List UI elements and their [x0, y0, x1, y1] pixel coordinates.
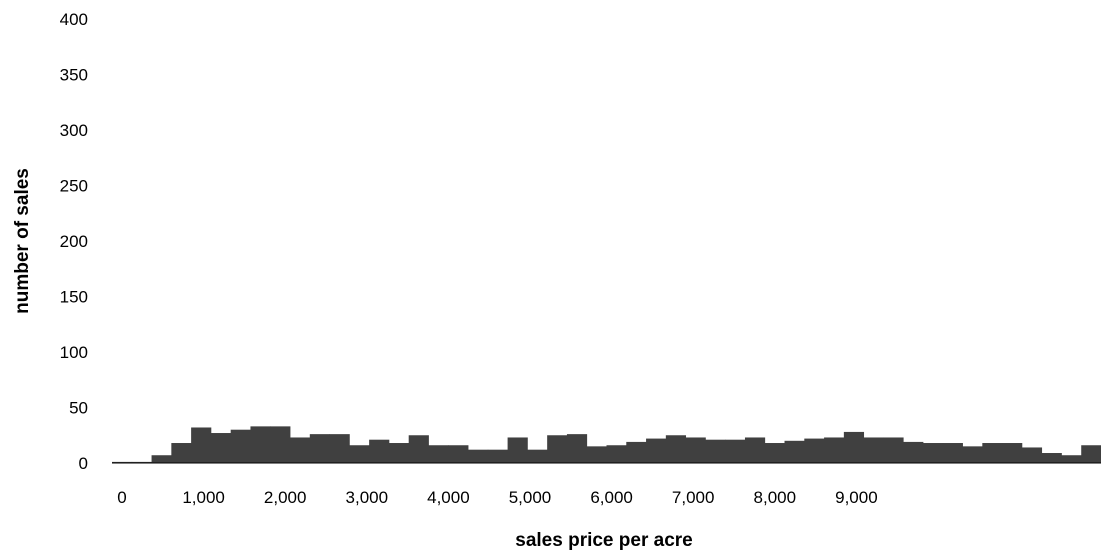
histogram-bar: [606, 445, 627, 463]
x-tick-label: 2,000: [264, 488, 307, 507]
histogram-bar: [804, 438, 825, 463]
x-tick-label: 5,000: [509, 488, 552, 507]
y-tick-label: 0: [79, 454, 88, 473]
histogram-bar: [428, 445, 449, 463]
x-tick-label: 8,000: [754, 488, 797, 507]
histogram-bar: [468, 449, 489, 463]
histogram-bar: [646, 438, 667, 463]
histogram-bar: [725, 439, 746, 463]
histogram-bar: [883, 437, 904, 463]
x-tick-label: 1,000: [182, 488, 225, 507]
x-tick-label: 9,000: [835, 488, 878, 507]
histogram-bar: [131, 461, 152, 463]
y-tick-label: 150: [60, 288, 88, 307]
histogram-bar: [903, 441, 924, 463]
histogram-bar: [388, 443, 410, 463]
histogram-bar: [1061, 455, 1082, 463]
histogram-bar: [863, 437, 884, 463]
histogram-bar: [824, 437, 845, 463]
histogram-bar: [448, 445, 469, 463]
histogram-bar: [1002, 443, 1023, 463]
histogram-bar: [290, 437, 311, 463]
histogram-bar: [112, 461, 133, 463]
x-tick-label: 0: [117, 488, 126, 507]
histogram-bar: [764, 443, 785, 463]
y-tick-label: 200: [60, 232, 88, 251]
x-axis-ticks: 0 1,000 2,000 3,000 4,000 5,000 6,000 7,000 8,00…: [117, 488, 877, 507]
histogram-bar: [487, 449, 508, 463]
histogram-bar: [586, 446, 607, 463]
histogram-bar: [507, 437, 528, 463]
histogram-bar: [309, 434, 330, 463]
histogram-bar: [408, 435, 429, 463]
histogram-bar: [665, 435, 687, 463]
histogram-bar: [705, 439, 726, 463]
histogram-bar: [962, 446, 983, 463]
y-axis-title: number of sales: [12, 168, 33, 314]
histogram-bar: [1021, 447, 1043, 463]
y-tick-label: 300: [60, 121, 88, 140]
histogram-bar: [329, 434, 350, 463]
histogram-bar: [942, 443, 963, 463]
histogram-bar: [369, 439, 390, 463]
histogram-bar: [349, 445, 370, 463]
histogram-bar: [744, 437, 766, 463]
histogram-bar: [527, 449, 548, 463]
histogram-bar: [151, 455, 172, 463]
x-tick-label: 6,000: [590, 488, 633, 507]
histogram-bar: [843, 431, 865, 463]
histogram-bar: [566, 434, 588, 463]
y-tick-label: 50: [69, 399, 88, 418]
histogram-bar: [171, 443, 192, 463]
y-tick-label: 400: [60, 10, 88, 29]
x-axis-title: sales price per acre: [515, 530, 692, 551]
x-tick-label: 4,000: [427, 488, 470, 507]
histogram-bar: [270, 426, 291, 463]
x-tick-label: 7,000: [672, 488, 715, 507]
x-tick-label: 3,000: [346, 488, 389, 507]
histogram-bar: [250, 426, 271, 463]
y-tick-label: 350: [60, 66, 88, 85]
histogram-bar: [230, 429, 251, 463]
histogram-bar: [547, 435, 568, 463]
bar-series: [112, 426, 1101, 463]
histogram-bar: [982, 443, 1003, 463]
histogram-bar: [626, 441, 647, 463]
histogram-bar: [210, 433, 232, 463]
histogram-bar: [1041, 453, 1062, 463]
histogram-bar: [1081, 445, 1101, 463]
histogram-bar: [922, 443, 944, 463]
y-tick-label: 250: [60, 177, 88, 196]
y-tick-label: 100: [60, 343, 88, 362]
histogram-bar: [191, 427, 212, 463]
histogram-bar: [784, 440, 805, 463]
histogram-bar: [685, 437, 706, 463]
y-axis-ticks: 0 50 100 150 200 250 300 350 400: [60, 10, 88, 473]
